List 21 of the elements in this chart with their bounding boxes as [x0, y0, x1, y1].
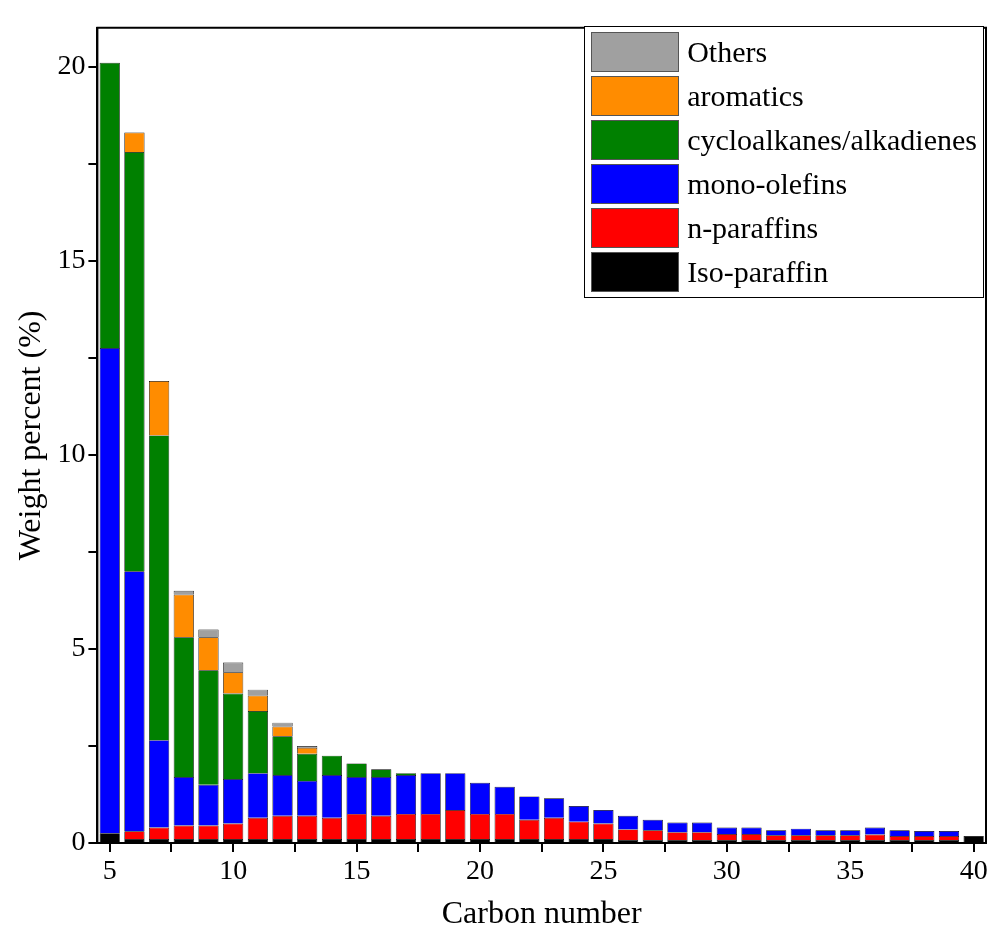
legend-label: Others	[687, 35, 768, 69]
x-tick-label: 15	[342, 854, 371, 886]
legend-label: Iso-paraffin	[687, 255, 829, 289]
y-tick-label: 20	[57, 48, 86, 80]
x-tick-label: 10	[219, 854, 248, 886]
x-tick-label: 25	[589, 854, 618, 886]
x-tick-label: 35	[836, 854, 865, 886]
y-tick-label: 10	[57, 437, 86, 469]
x-tick-label: 40	[959, 854, 988, 886]
x-axis-title: Carbon number	[441, 894, 643, 931]
x-tick-label: 20	[465, 854, 494, 886]
x-tick-label: 30	[712, 854, 741, 886]
x-tick-label: 5	[102, 854, 117, 886]
legend-label: mono-olefins	[687, 167, 848, 201]
legend-label: cycloalkanes/alkadienes	[687, 123, 977, 157]
y-tick-label: 15	[57, 243, 86, 275]
legend-label: n-paraffins	[687, 211, 819, 245]
y-tick-label: 0	[71, 825, 86, 857]
y-axis-title: Weight percent (%)	[10, 310, 47, 561]
y-tick-label: 5	[71, 631, 86, 663]
legend-label: aromatics	[687, 79, 804, 113]
